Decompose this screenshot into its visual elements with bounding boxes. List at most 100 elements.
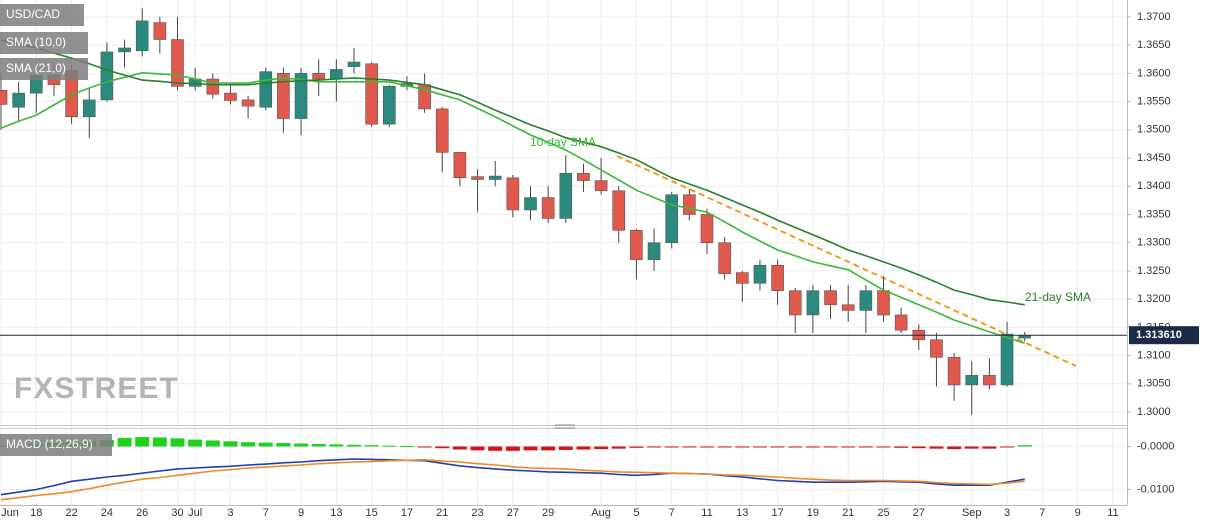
candle-body — [171, 39, 184, 87]
x-tick-label: Jul — [188, 507, 202, 519]
histogram-bar — [347, 444, 361, 447]
x-tick-label: 7 — [669, 507, 675, 519]
histogram-bar — [364, 445, 379, 447]
y-tick-label: 1.3100 — [1137, 349, 1171, 361]
histogram-bar — [435, 446, 450, 449]
x-tick-label: 25 — [877, 507, 889, 519]
overlay: FXSTREET 10-day SMA 21-day SMA USD/CAD S… — [0, 4, 1091, 456]
last-price-label: 1.313610 — [1136, 329, 1182, 341]
histogram-bar — [417, 446, 432, 448]
candle-body — [806, 290, 820, 316]
histogram-bar — [982, 446, 997, 449]
legend-label: SMA (10,0) — [6, 35, 66, 49]
histogram-bar — [223, 441, 238, 447]
candle-body — [577, 172, 590, 181]
histogram-bar — [947, 446, 962, 450]
candle-body — [965, 375, 979, 386]
x-tick-label: 21 — [842, 507, 854, 519]
x-tick-label: 21 — [436, 507, 448, 519]
candle-body — [0, 90, 8, 105]
candle-body — [153, 22, 167, 40]
macd-marks — [0, 437, 1032, 501]
histogram-bar — [594, 446, 609, 450]
histogram-bar — [664, 446, 679, 448]
x-tick-label: 30 — [171, 507, 183, 519]
x-tick-label: 19 — [807, 507, 819, 519]
histogram-bar — [117, 437, 132, 447]
candle-body — [877, 290, 890, 316]
x-tick-label: 9 — [1075, 507, 1081, 519]
candle-body — [488, 175, 502, 180]
x-tick-label: 22 — [65, 507, 77, 519]
x-tick-label: 27 — [507, 507, 519, 519]
x-tick-label: 27 — [913, 507, 925, 519]
histogram-bar — [488, 446, 503, 451]
histogram-bar — [894, 446, 909, 448]
candle-body — [524, 197, 537, 211]
candle-body — [453, 152, 467, 179]
y-tick-label: 1.3250 — [1137, 265, 1171, 277]
histogram-bar — [770, 446, 785, 448]
y-tick-label: -0.0000 — [1137, 440, 1174, 452]
histogram-bar — [805, 446, 820, 448]
y-tick-label: 1.3400 — [1137, 180, 1171, 192]
line-series — [0, 39, 1025, 306]
x-tick-label: 3 — [227, 507, 233, 519]
line-series — [0, 71, 1025, 344]
candle-body — [665, 194, 679, 243]
annotation: 21-day SMA — [1025, 290, 1091, 304]
histogram-bar — [470, 446, 485, 451]
x-tick-label: 7 — [1039, 507, 1045, 519]
histogram-bar — [276, 443, 291, 447]
candle-body — [647, 242, 661, 260]
x-tick-label: 11 — [1107, 507, 1118, 519]
histogram-bar — [152, 437, 167, 447]
histogram-bar — [576, 446, 591, 450]
histogram-bar — [611, 446, 626, 449]
candle-body — [894, 314, 908, 331]
y-tick-label: 1.3200 — [1137, 293, 1171, 305]
x-tick-label: 11 — [701, 507, 712, 519]
y-tick-label: 1.3600 — [1137, 67, 1171, 79]
candle-body — [259, 71, 273, 108]
x-tick-label: Sep — [962, 507, 982, 519]
histogram-bar — [823, 446, 838, 448]
y-tick-label: 1.3000 — [1137, 406, 1171, 418]
histogram-bar — [205, 440, 220, 447]
candle-body — [135, 20, 149, 52]
candle-body — [347, 61, 361, 67]
candle-body — [824, 290, 837, 306]
histogram-bar — [188, 439, 203, 447]
legend-box — [0, 434, 112, 456]
x-tick-label: 9 — [298, 507, 304, 519]
candle-body — [753, 264, 767, 284]
candle-body — [718, 242, 731, 275]
x-tick-label: 5 — [633, 507, 639, 519]
line-series — [0, 458, 1025, 501]
histogram-bar — [911, 446, 926, 449]
price-marks — [0, 8, 1127, 415]
candle-body — [294, 73, 308, 119]
candle-body — [594, 180, 608, 192]
y-tick-label: 1.3700 — [1137, 11, 1171, 23]
candle-body — [788, 290, 802, 316]
histogram-bar — [382, 445, 397, 447]
candle-body — [12, 92, 25, 108]
histogram-bar — [241, 442, 256, 447]
annotation: 10-day SMA — [530, 135, 596, 149]
histogram-bar — [135, 437, 150, 447]
candle-body — [983, 375, 996, 386]
x-tick-label: 17 — [771, 507, 783, 519]
candle-body — [224, 92, 237, 101]
candle-body — [683, 194, 696, 215]
x-tick-label: Jun — [1, 507, 19, 519]
line-series — [0, 458, 1025, 496]
candle-body — [735, 272, 749, 284]
candle-body — [859, 290, 873, 311]
x-tick-label: 13 — [330, 507, 342, 519]
candle-body — [506, 177, 520, 211]
y-tick-label: 1.3500 — [1137, 124, 1171, 136]
candle-body — [82, 99, 96, 118]
x-tick-label: 3 — [1004, 507, 1010, 519]
